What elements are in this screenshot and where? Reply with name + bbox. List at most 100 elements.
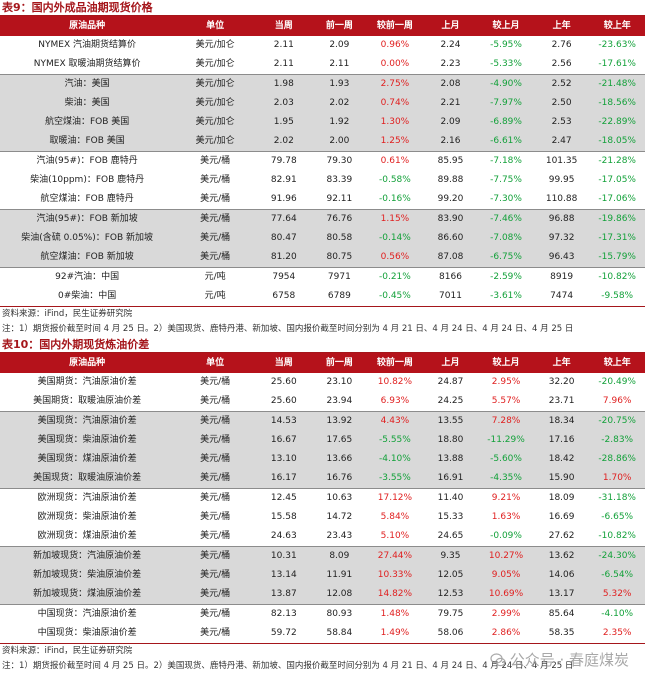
cell-yoy-change: -17.31% xyxy=(589,229,645,248)
cell-last-year: 27.62 xyxy=(533,527,590,547)
cell-last-month: 2.09 xyxy=(422,113,479,132)
table-row: 柴油：美国 美元/加仑 2.03 2.02 0.74% 2.21 -7.97% 2.50 -18… xyxy=(0,94,645,113)
cell-item: 中国现货：汽油原油价差 xyxy=(37,609,137,619)
table-row: 柴油(含硫 0.05%)：FOB 新加坡 美元/桶 80.47 80.58 -0.14%… xyxy=(0,229,645,248)
cell-item: 取暖油：FOB 美国 xyxy=(0,132,175,152)
table-row: NYMEX 汽油期货结算价 美元/加仑 2.11 2.09 0.96% 2.24 -5.95… xyxy=(0,36,645,55)
cell-yoy-change: -15.79% xyxy=(589,248,645,268)
cell-current-week: 16.17 xyxy=(256,469,312,489)
cell-current-week: 82.91 xyxy=(270,175,297,185)
cell-wow-change: 6.93% xyxy=(367,392,423,412)
cell-current-week: 10.31 xyxy=(256,546,312,566)
cell-mom-change: -6.61% xyxy=(478,132,534,152)
cell-previous-week: 1.92 xyxy=(311,113,368,132)
cell-previous-week: 8.09 xyxy=(311,546,368,566)
cell-wow-change: 17.12% xyxy=(377,493,413,503)
table-row: 欧洲现货：汽油原油价差 美元/桶 12.45 10.63 17.12% 11.40 9.21… xyxy=(0,489,645,509)
cell-yoy-change: -2.83% xyxy=(589,431,645,450)
cell-last-month: 24.25 xyxy=(422,392,479,412)
cell-item: 美国现货：柴油原油价差 xyxy=(0,431,175,450)
cell-last-year: 18.34 xyxy=(533,411,590,431)
cell-mom-change: -5.95% xyxy=(490,40,522,50)
table10-source: 资料来源：iFind，民生证券研究院 xyxy=(2,646,133,656)
cell-previous-week: 92.11 xyxy=(311,190,368,210)
cell-mom-change: -2.59% xyxy=(490,272,522,282)
cell-mom-change: -6.75% xyxy=(478,248,534,268)
cell-yoy-change: -23.63% xyxy=(598,40,636,50)
column-header-last-year: 上年 xyxy=(533,16,590,36)
cell-item: 欧洲现货：煤油原油价差 xyxy=(0,527,175,547)
cell-last-month: 2.16 xyxy=(422,132,479,152)
table-row: 新加坡现货：汽油原油价差 美元/桶 10.31 8.09 27.44% 9.35 10.27… xyxy=(0,546,645,566)
cell-last-year: 99.95 xyxy=(548,175,575,185)
cell-current-week: 15.58 xyxy=(270,512,297,522)
cell-previous-week: 14.72 xyxy=(326,512,353,522)
cell-current-week: 79.78 xyxy=(270,156,297,166)
cell-yoy-change: -6.54% xyxy=(589,566,645,585)
cell-last-month: 85.95 xyxy=(437,156,464,166)
table-row: 欧洲现货：煤油原油价差 美元/桶 24.63 23.43 5.10% 24.65 -0.09… xyxy=(0,527,645,547)
table-row: NYMEX 取暖油期货结算价 美元/加仑 2.11 2.11 0.00% 2.23 -5.3… xyxy=(0,55,645,75)
table-row: 0#柴油：中国 元/吨 6758 6789 -0.45% 7011 -3.61% 7474 -9… xyxy=(0,287,645,307)
cell-unit: 美元/加仑 xyxy=(174,132,257,152)
cell-last-month: 99.20 xyxy=(422,190,479,210)
cell-last-month: 15.33 xyxy=(437,512,464,522)
cell-item: 柴油：美国 xyxy=(0,94,175,113)
cell-wow-change: -3.55% xyxy=(367,469,423,489)
cell-wow-change: 1.25% xyxy=(367,132,423,152)
cell-wow-change: -5.55% xyxy=(367,431,423,450)
cell-item: 新加坡现货：柴油原油价差 xyxy=(0,566,175,585)
cell-mom-change: -5.33% xyxy=(478,55,534,75)
cell-wow-change: -4.10% xyxy=(367,450,423,469)
cell-item: 美国现货：取暖油原油价差 xyxy=(0,469,175,489)
cell-last-month: 87.08 xyxy=(422,248,479,268)
cell-unit: 元/吨 xyxy=(174,287,257,307)
cell-last-year: 18.09 xyxy=(548,493,575,503)
cell-current-week: 13.14 xyxy=(256,566,312,585)
cell-item: 柴油(10ppm)：FOB 鹿特丹 xyxy=(30,175,145,185)
cell-last-year: 18.42 xyxy=(533,450,590,469)
cell-mom-change: -4.90% xyxy=(478,74,534,94)
cell-last-month: 2.21 xyxy=(422,94,479,113)
cell-mom-change: 10.27% xyxy=(478,546,534,566)
cell-item: NYMEX 取暖油期货结算价 xyxy=(0,55,175,75)
cell-yoy-change: 5.32% xyxy=(589,585,645,605)
cell-wow-change: -0.58% xyxy=(379,175,411,185)
cell-previous-week: 76.76 xyxy=(311,209,368,229)
cell-last-year: 16.69 xyxy=(548,512,575,522)
cell-previous-week: 2.11 xyxy=(311,55,368,75)
cell-last-month: 11.40 xyxy=(437,493,464,503)
table-row: 美国现货：煤油原油价差 美元/桶 13.10 13.66 -4.10% 13.88 -5.6… xyxy=(0,450,645,469)
cell-item: 欧洲现货：柴油原油价差 xyxy=(37,512,137,522)
cell-yoy-change: -21.48% xyxy=(589,74,645,94)
cell-unit: 元/吨 xyxy=(204,272,226,282)
cell-yoy-change: -9.58% xyxy=(589,287,645,307)
cell-mom-change: -11.29% xyxy=(478,431,534,450)
cell-mom-change: -5.60% xyxy=(478,450,534,469)
cell-unit: 美元/桶 xyxy=(174,469,257,489)
cell-yoy-change: -21.28% xyxy=(598,156,636,166)
cell-current-week: 2.11 xyxy=(256,55,312,75)
cell-last-year: 97.32 xyxy=(533,229,590,248)
table10-note: 注：1）期货报价截至时间 4 月 25 日。2）美国现货、鹿特丹港、新加坡、国内… xyxy=(2,661,574,671)
cell-mom-change: -7.18% xyxy=(490,156,522,166)
cell-mom-change: 2.99% xyxy=(491,609,521,619)
cell-last-year: 2.56 xyxy=(533,55,590,75)
column-header-wow-change: 较前一周 xyxy=(367,353,423,373)
cell-current-week: 2.03 xyxy=(256,94,312,113)
cell-current-week: 1.98 xyxy=(256,74,312,94)
cell-last-year: 96.88 xyxy=(533,209,590,229)
table-row: 美国期货：取暖油原油价差 美元/桶 25.60 23.94 6.93% 24.25 5.57… xyxy=(0,392,645,412)
cell-item: 汽油(95#)：FOB 鹿特丹 xyxy=(36,156,138,166)
cell-previous-week: 11.91 xyxy=(311,566,368,585)
column-header-last-year: 上年 xyxy=(533,353,590,373)
cell-current-week: 1.95 xyxy=(256,113,312,132)
cell-previous-week: 23.10 xyxy=(326,377,353,387)
cell-item: 美国现货：煤油原油价差 xyxy=(0,450,175,469)
cell-yoy-change: -31.18% xyxy=(598,493,636,503)
cell-last-year: 2.47 xyxy=(533,132,590,152)
cell-current-week: 2.11 xyxy=(273,40,294,50)
cell-unit: 美元/桶 xyxy=(200,175,231,185)
table-row: 美国现货：柴油原油价差 美元/桶 16.67 17.65 -5.55% 18.80 -11.… xyxy=(0,431,645,450)
cell-item: 中国现货：柴油原油价差 xyxy=(0,624,175,644)
